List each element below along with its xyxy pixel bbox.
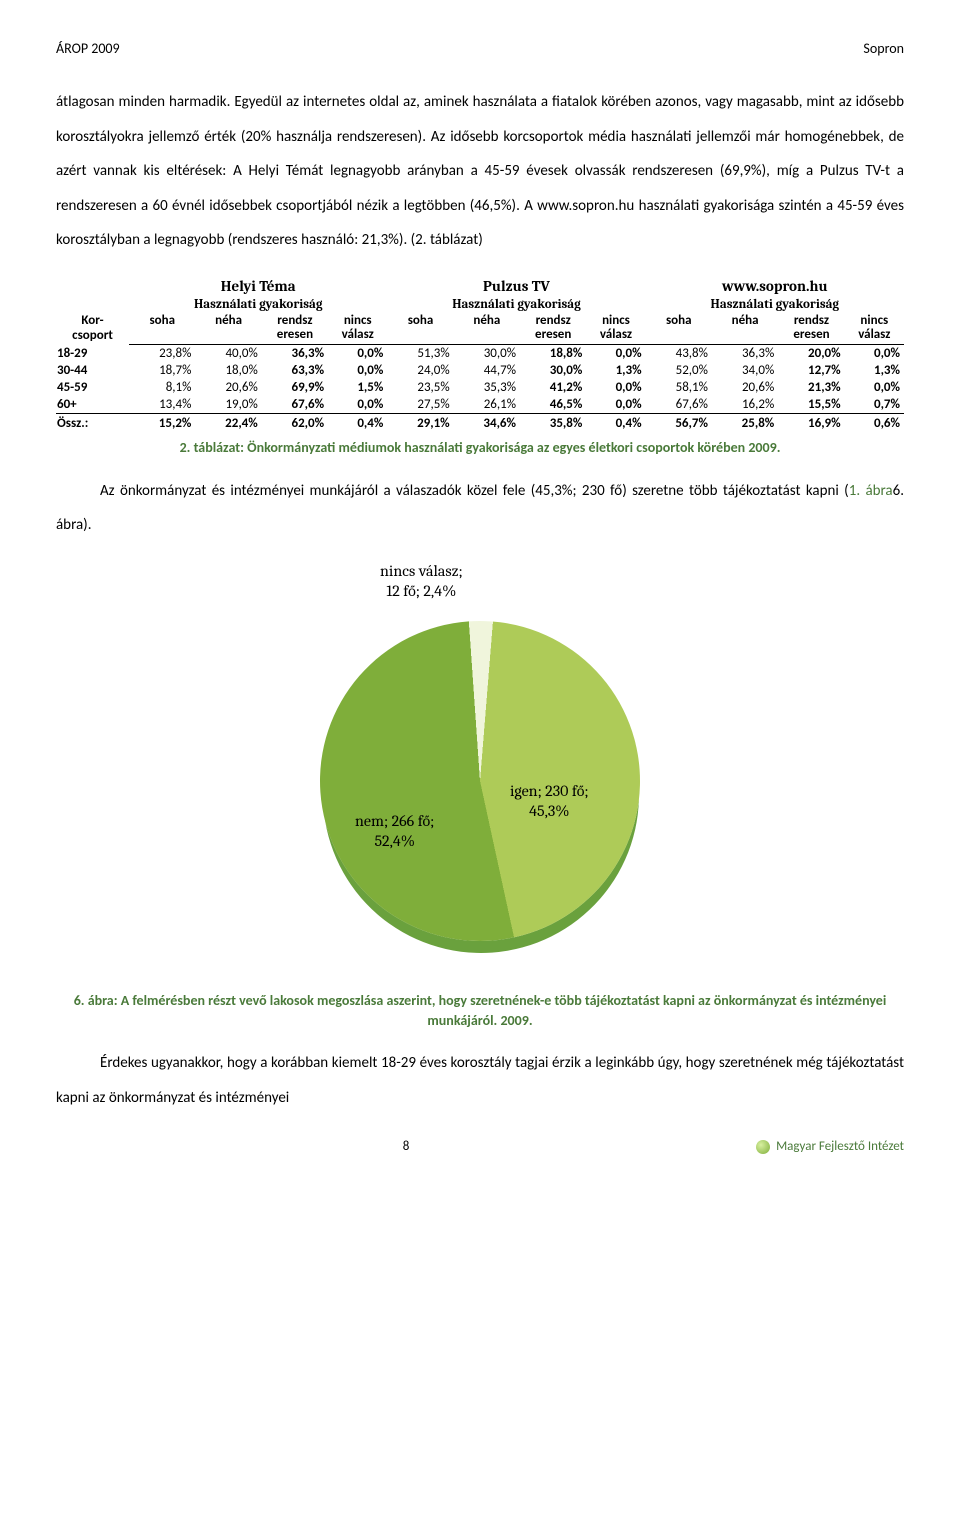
pie-label-igen: igen; 230 fő; 45,3% xyxy=(510,781,589,821)
paragraph-3: Érdekes ugyanakkor, hogy a korábban kiem… xyxy=(56,1046,904,1115)
header-right: Sopron xyxy=(863,40,904,57)
pie-chart: nincs válasz; 12 fő; 2,4% igen; 230 fő; … xyxy=(270,561,690,981)
paragraph-2: Az önkormányzat és intézményei munkájáró… xyxy=(56,474,904,543)
pie-label-nincs: nincs válasz; 12 fő; 2,4% xyxy=(380,561,463,601)
logo-icon xyxy=(756,1140,770,1154)
table-caption: 2. táblázat: Önkormányzati médiumok hasz… xyxy=(56,438,904,458)
figure-ref-link: 1. ábra xyxy=(849,482,893,500)
usage-table: Helyi TémaPulzus TVwww.sopron.huKor-csop… xyxy=(56,276,904,433)
pie-graphic xyxy=(309,610,651,952)
paragraph-1: átlagosan minden harmadik. Egyedül az in… xyxy=(56,85,904,258)
footer-org: Magyar Fejlesztő Intézet xyxy=(756,1139,904,1154)
pie-caption: 6. ábra: A felmérésben részt vevő lakoso… xyxy=(56,991,904,1030)
header-left: ÁROP 2009 xyxy=(56,40,120,57)
pie-label-nem: nem; 266 fő; 52,4% xyxy=(355,811,434,851)
page-number: 8 xyxy=(403,1139,410,1154)
